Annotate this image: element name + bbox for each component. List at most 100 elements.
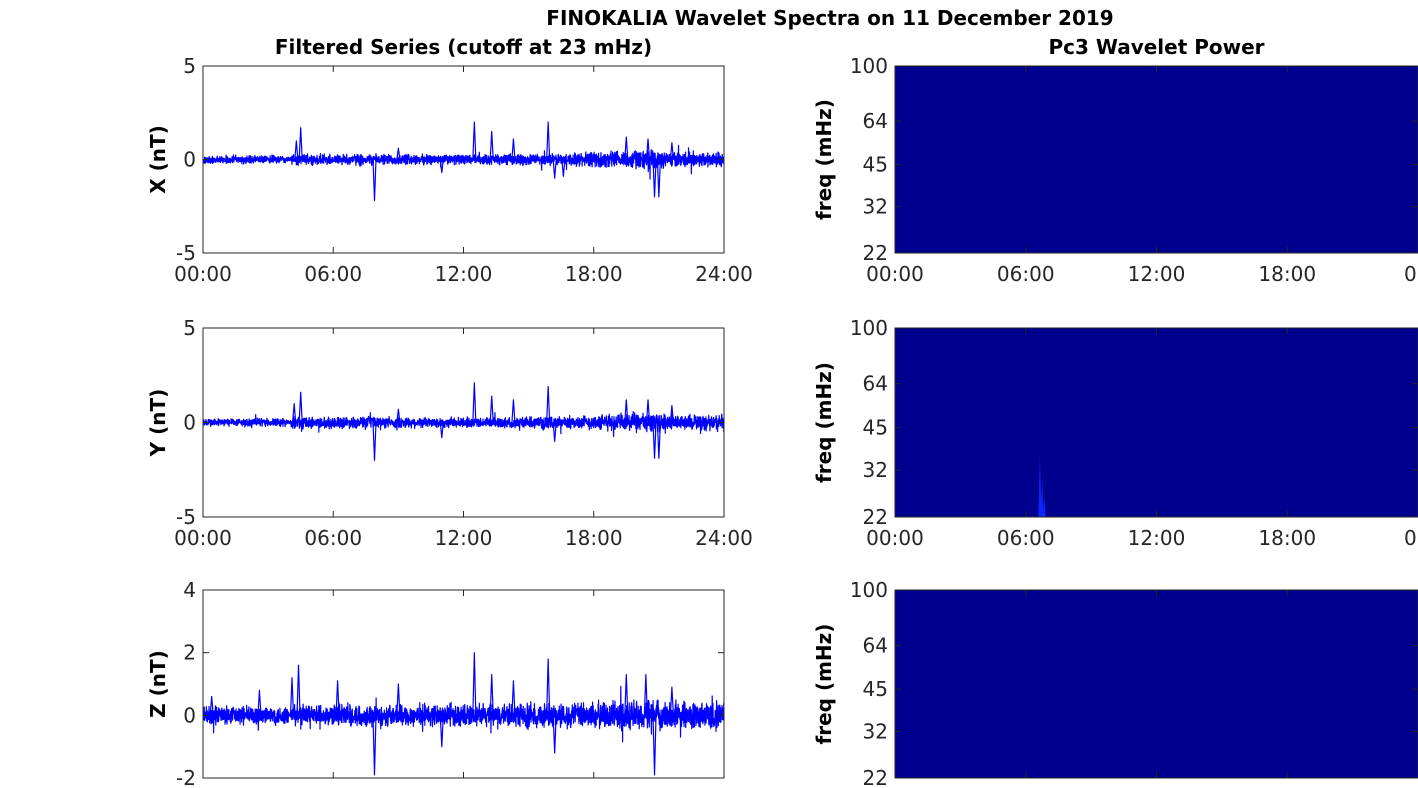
- series-spike-14: [669, 404, 674, 423]
- series-spike-4: [396, 408, 401, 423]
- x-tick-label: 12:00: [435, 526, 493, 550]
- y-tick-label: 100: [850, 578, 888, 602]
- series-spike-1: [209, 695, 214, 716]
- x-tick-label: 00:00: [174, 526, 232, 550]
- series-spike-12: [624, 674, 629, 716]
- y-tick-label: 5: [183, 54, 196, 78]
- series-spike-4: [396, 147, 401, 160]
- y-tick-label: 22: [863, 505, 888, 529]
- y-tick-label: 0: [183, 703, 196, 727]
- series-spike-15: [669, 686, 674, 716]
- series-spike-15: [439, 422, 444, 439]
- x-tick-label: 18:00: [1258, 526, 1316, 550]
- spectrum-burst-1: [1038, 455, 1042, 517]
- x-tick-label: 12:00: [1128, 262, 1186, 286]
- panel-1: 00:00 06:00 12:00 18:00 24:00 -5 0 5 X (nT) Filte…: [146, 35, 753, 286]
- y-tick-label: 0: [183, 148, 196, 172]
- series-line: [203, 410, 724, 438]
- y-tick-label: 64: [863, 633, 888, 657]
- x-tick-label: 06:00: [304, 526, 362, 550]
- x-tick-label: 24:00: [695, 526, 753, 550]
- series-spike-11: [652, 422, 657, 460]
- series-spike-1: [298, 127, 303, 160]
- series-spike-2: [292, 403, 297, 423]
- y-tick-label: 2: [183, 641, 196, 665]
- y-tick-label: 5: [183, 316, 196, 340]
- y-tick-label: 32: [863, 458, 888, 482]
- y-tick-label: 4: [183, 578, 196, 602]
- series-spike-14: [669, 142, 674, 160]
- panel-6: 22 32 45 64 100 freq (mHz): [812, 578, 1418, 788]
- series-spike-14: [643, 674, 648, 716]
- x-tick-label: 00:00: [866, 526, 924, 550]
- series-spike-6: [396, 683, 401, 716]
- series-spike-3: [372, 422, 377, 461]
- series-spike-10: [546, 658, 551, 716]
- x-tick-label: 00: [1404, 262, 1418, 286]
- series-spike-15: [561, 159, 566, 177]
- y-axis-label: Y (nT): [146, 389, 170, 458]
- y-tick-label: 64: [863, 372, 888, 396]
- y-axis-label: freq (mHz): [812, 99, 836, 220]
- series-spike-8: [489, 674, 494, 716]
- series-spike-2: [294, 140, 299, 160]
- panel-3: -2 0 2 4 Z (nT): [146, 578, 725, 788]
- series-spike-5: [472, 121, 477, 160]
- series-spike-11: [552, 715, 557, 754]
- series-spike-5: [472, 382, 477, 423]
- y-tick-label: 22: [863, 766, 888, 788]
- spectrum-background: [895, 590, 1418, 778]
- series-spike-3: [372, 159, 377, 202]
- series-spike-1: [298, 391, 303, 423]
- series-spike-8: [546, 385, 551, 423]
- x-tick-label: 00:00: [866, 262, 924, 286]
- y-tick-label: -5: [176, 505, 196, 529]
- series-spike-11: [652, 159, 657, 198]
- x-tick-label: 18:00: [565, 526, 623, 550]
- y-axis-label: Z (nT): [146, 650, 170, 718]
- y-axis-label: freq (mHz): [812, 362, 836, 483]
- series-spike-7: [472, 652, 477, 716]
- series-spike-9: [552, 422, 557, 442]
- y-tick-label: 0: [183, 411, 196, 435]
- panel-2: 00:00 06:00 12:00 18:00 24:00 -5 0 5 Y (nT): [146, 316, 753, 550]
- panel-title: Filtered Series (cutoff at 23 mHz): [275, 35, 652, 59]
- series-spike-13: [645, 399, 651, 423]
- y-tick-label: 45: [863, 677, 888, 701]
- spectrum-burst-3: [1042, 496, 1046, 517]
- series-spike-12: [656, 422, 661, 460]
- series-spike-17: [335, 680, 340, 716]
- series-spike-10: [624, 399, 629, 423]
- spectrum-burst-2: [1040, 478, 1044, 517]
- series-spike-12: [656, 159, 661, 198]
- series-spike-13: [645, 138, 651, 160]
- y-tick-label: 45: [863, 416, 888, 440]
- series-spike-9: [552, 159, 557, 179]
- series-spike-2: [257, 689, 262, 716]
- x-tick-label: 06:00: [997, 526, 1055, 550]
- y-axis-label: X (nT): [146, 125, 170, 194]
- x-tick-label: 06:00: [304, 262, 362, 286]
- x-tick-label: 00:00: [174, 262, 232, 286]
- y-tick-label: -5: [176, 241, 196, 265]
- x-tick-label: 24:00: [695, 262, 753, 286]
- series-spike-3: [289, 677, 295, 716]
- spectrum-background: [895, 66, 1418, 253]
- x-tick-label: 00: [1404, 526, 1418, 550]
- series-spike-9: [511, 680, 516, 716]
- y-tick-label: 22: [863, 241, 888, 265]
- x-tick-label: 12:00: [435, 262, 493, 286]
- y-tick-label: 45: [863, 153, 888, 177]
- x-tick-label: 18:00: [565, 262, 623, 286]
- series-spike-16: [439, 159, 444, 174]
- figure-title: FINOKALIA Wavelet Spectra on 11 December…: [546, 6, 1113, 30]
- series-spike-6: [489, 395, 494, 423]
- x-tick-label: 18:00: [1258, 262, 1316, 286]
- y-axis-label: freq (mHz): [812, 624, 836, 745]
- series-spike-7: [511, 399, 516, 423]
- panel-title: Pc3 Wavelet Power: [1048, 35, 1264, 59]
- series-line: [203, 144, 724, 180]
- spectrum-background: [895, 328, 1418, 517]
- y-tick-label: 32: [863, 195, 888, 219]
